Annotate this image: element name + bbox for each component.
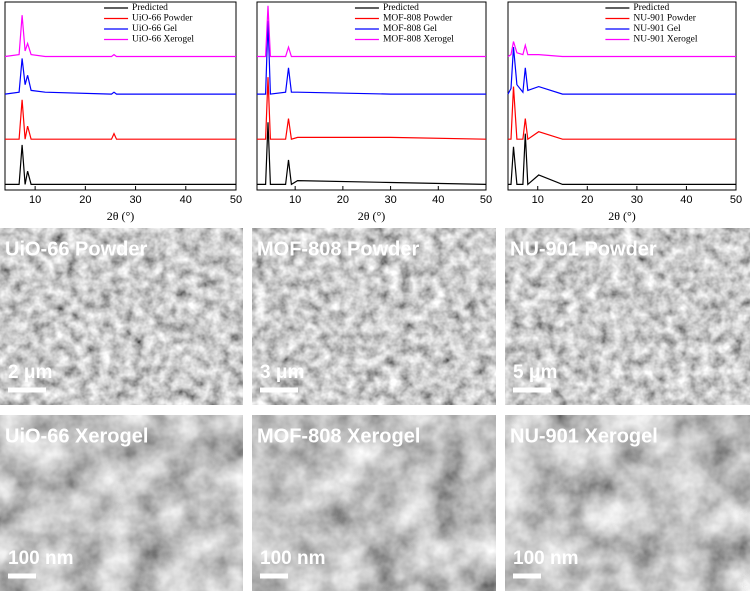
sem-label: NU-901 Xerogel — [510, 425, 658, 447]
legend-label: MOF-808 Gel — [383, 24, 437, 34]
xrd-pattern — [5, 99, 236, 140]
scale-bar-label: 100 nm — [513, 548, 578, 569]
legend-label: Predicted — [633, 3, 669, 13]
legend-label: Predicted — [132, 3, 168, 13]
xrd-pattern — [257, 20, 486, 95]
sem-image — [0, 228, 243, 405]
x-tick-label: 10 — [289, 194, 301, 206]
xrd-pattern — [508, 133, 736, 186]
sem-label: MOF-808 Powder — [257, 238, 419, 260]
sem-label: UiO-66 Powder — [5, 238, 147, 260]
legend-label: Predicted — [383, 3, 419, 13]
x-tick-label: 20 — [79, 194, 91, 206]
legend-label: NU-901 Powder — [633, 14, 696, 24]
x-tick-label: 50 — [230, 194, 242, 206]
x-tick-label: 40 — [680, 194, 692, 206]
x-tick-label: 20 — [581, 194, 593, 206]
xrd-pattern — [508, 86, 736, 141]
x-tick-label: 50 — [480, 194, 492, 206]
x-tick-label: 50 — [730, 194, 742, 206]
xrd-pattern — [257, 77, 487, 140]
legend-label: MOF-808 Powder — [383, 14, 453, 24]
legend-label: UiO-66 Gel — [132, 24, 177, 34]
x-tick-label: 30 — [631, 194, 643, 206]
legend-label: NU-901 Xerogel — [633, 35, 697, 45]
x-tick-label: 10 — [532, 194, 544, 206]
scale-bar-label: 3 μm — [260, 362, 304, 383]
sem-image — [252, 228, 496, 405]
plot-frame — [256, 1, 487, 191]
scale-bar-label: 5 μm — [513, 362, 557, 383]
xrd-pattern — [507, 47, 736, 95]
x-tick-label: 30 — [384, 194, 396, 206]
scale-bar-label: 100 nm — [260, 548, 325, 569]
x-tick-label: 40 — [180, 194, 192, 206]
sem-label: UiO-66 Xerogel — [5, 425, 148, 447]
sem-label: MOF-808 Xerogel — [257, 425, 420, 447]
xrd-pattern — [257, 122, 487, 186]
scale-bar-label: 100 nm — [8, 548, 73, 569]
sem-image — [0, 415, 243, 591]
plot-frame — [507, 1, 737, 191]
x-axis-label: 2θ (°) — [358, 209, 386, 223]
sem-image — [505, 228, 750, 405]
xrd-pattern — [507, 41, 736, 58]
sem-image — [252, 415, 496, 591]
legend-label: UiO-66 Powder — [132, 14, 193, 24]
legend-label: UiO-66 Xerogel — [132, 35, 194, 45]
x-tick-label: 30 — [129, 194, 141, 206]
sem-image — [505, 415, 750, 591]
legend-label: MOF-808 Xerogel — [383, 35, 454, 45]
xrd-pattern — [5, 144, 236, 185]
plot-frame — [4, 1, 237, 191]
xrd-pattern — [4, 58, 236, 95]
x-tick-label: 10 — [29, 194, 41, 206]
xrd-pattern — [257, 5, 486, 58]
xrd-pattern — [4, 15, 236, 58]
legend-label: NU-901 Gel — [633, 24, 681, 34]
sem-label: NU-901 Powder — [510, 238, 657, 260]
scale-bar-label: 2 μm — [8, 362, 52, 383]
x-axis-label: 2θ (°) — [608, 209, 636, 223]
x-axis-label: 2θ (°) — [107, 209, 135, 223]
x-tick-label: 20 — [337, 194, 349, 206]
x-tick-label: 40 — [432, 194, 444, 206]
